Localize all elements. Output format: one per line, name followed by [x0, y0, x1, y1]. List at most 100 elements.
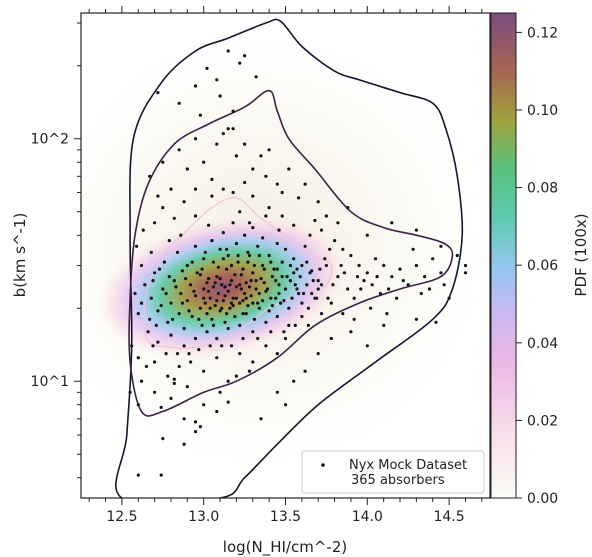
scatter-point — [267, 253, 271, 258]
scatter-point — [215, 275, 219, 279]
scatter-point — [295, 287, 299, 291]
scatter-point — [328, 247, 332, 251]
scatter-point — [156, 91, 160, 95]
contour-inner — [143, 197, 333, 349]
scatter-point — [169, 187, 173, 191]
scatter-point — [161, 160, 165, 164]
scatter-point — [292, 257, 296, 261]
scatter-point — [382, 323, 386, 327]
scatter-point — [311, 279, 315, 283]
scatter-point — [316, 352, 320, 356]
scatter-point — [261, 263, 265, 268]
scatter-point — [275, 267, 279, 271]
scatter-point — [264, 214, 268, 218]
scatter-point — [182, 200, 186, 204]
scatter-point — [318, 267, 322, 271]
scatter-point — [300, 301, 304, 305]
scatter-point — [207, 277, 211, 281]
scatter-point — [234, 285, 238, 289]
scatter-point — [331, 283, 335, 287]
scatter-point — [149, 250, 153, 254]
scatter-point — [349, 330, 353, 334]
scatter-point — [270, 304, 274, 308]
scatter-point — [238, 301, 242, 305]
legend: Nyx Mock Dataset 365 absorbers — [301, 450, 485, 494]
scatter-point — [136, 403, 140, 407]
scatter-point — [149, 296, 153, 300]
scatter-point — [218, 390, 222, 394]
scatter-point — [189, 360, 193, 364]
scatter-point — [369, 306, 373, 310]
scatter-point — [292, 379, 296, 383]
scatter-point — [259, 277, 263, 281]
scatter-point — [182, 417, 186, 421]
scatter-point — [200, 323, 204, 327]
scatter-point — [238, 61, 242, 65]
scatter-point — [346, 206, 350, 210]
scatter-point — [239, 287, 243, 291]
scatter-point — [275, 241, 279, 246]
scatter-point — [264, 174, 268, 178]
scatter-point — [187, 309, 191, 313]
scatter-point — [161, 287, 165, 291]
scatter-point — [387, 287, 391, 291]
scatter-point — [229, 279, 234, 283]
scatter-point — [169, 396, 173, 400]
scatter-point — [182, 326, 186, 331]
scatter-point — [423, 275, 427, 279]
scatter-point — [159, 304, 163, 308]
scatter-point — [180, 301, 184, 305]
scatter-point — [205, 330, 209, 334]
colorbar-label: PDF (100x) — [572, 213, 590, 296]
density-heatmap — [81, 30, 475, 490]
scatter-point — [365, 271, 369, 275]
scatter-point — [251, 167, 255, 171]
scatter-point — [189, 283, 193, 287]
scatter-point — [267, 148, 271, 152]
scatter-point — [223, 320, 227, 324]
scatter-point — [161, 206, 165, 210]
scatter-point — [207, 289, 211, 293]
scatter-point — [203, 250, 207, 254]
scatter-point — [136, 356, 140, 360]
scatter-point — [210, 177, 214, 181]
scatter-points — [128, 49, 468, 477]
scatter-point — [256, 336, 260, 341]
scatter-point — [324, 263, 328, 268]
scatter-point — [324, 214, 328, 218]
scatter-point — [185, 263, 189, 268]
scatter-point — [210, 239, 214, 243]
scatter-point — [226, 379, 230, 383]
scatter-point — [277, 283, 281, 287]
scatter-point — [390, 221, 394, 225]
scatter-point — [215, 409, 219, 414]
scatter-point — [205, 66, 209, 70]
scatter-point — [144, 364, 148, 369]
scatter-point — [190, 260, 194, 264]
colorbar-tick-label: 0.04 — [527, 336, 558, 352]
colorbar-tick-label: 0.02 — [527, 413, 558, 429]
scatter-point — [269, 296, 273, 300]
scatter-point — [336, 221, 340, 225]
scatter-point — [210, 317, 214, 321]
scatter-point — [202, 296, 206, 300]
scatter-point — [231, 304, 235, 308]
scatter-point — [279, 301, 283, 305]
scatter-point — [236, 253, 240, 258]
scatter-point — [139, 301, 144, 305]
scatter-point — [306, 323, 310, 327]
scatter-point — [208, 306, 212, 310]
scatter-point — [357, 263, 361, 268]
scatter-point — [192, 289, 196, 293]
scatter-point — [310, 291, 314, 296]
scatter-point — [198, 425, 202, 429]
scatter-point — [274, 279, 278, 283]
scatter-point — [298, 275, 302, 279]
contour-lines — [115, 18, 464, 498]
scatter-point — [156, 194, 160, 198]
scatter-point — [197, 317, 201, 321]
scatter-point — [375, 275, 379, 279]
scatter-point — [225, 312, 229, 316]
scatter-point — [275, 314, 279, 319]
scatter-point — [342, 271, 346, 275]
